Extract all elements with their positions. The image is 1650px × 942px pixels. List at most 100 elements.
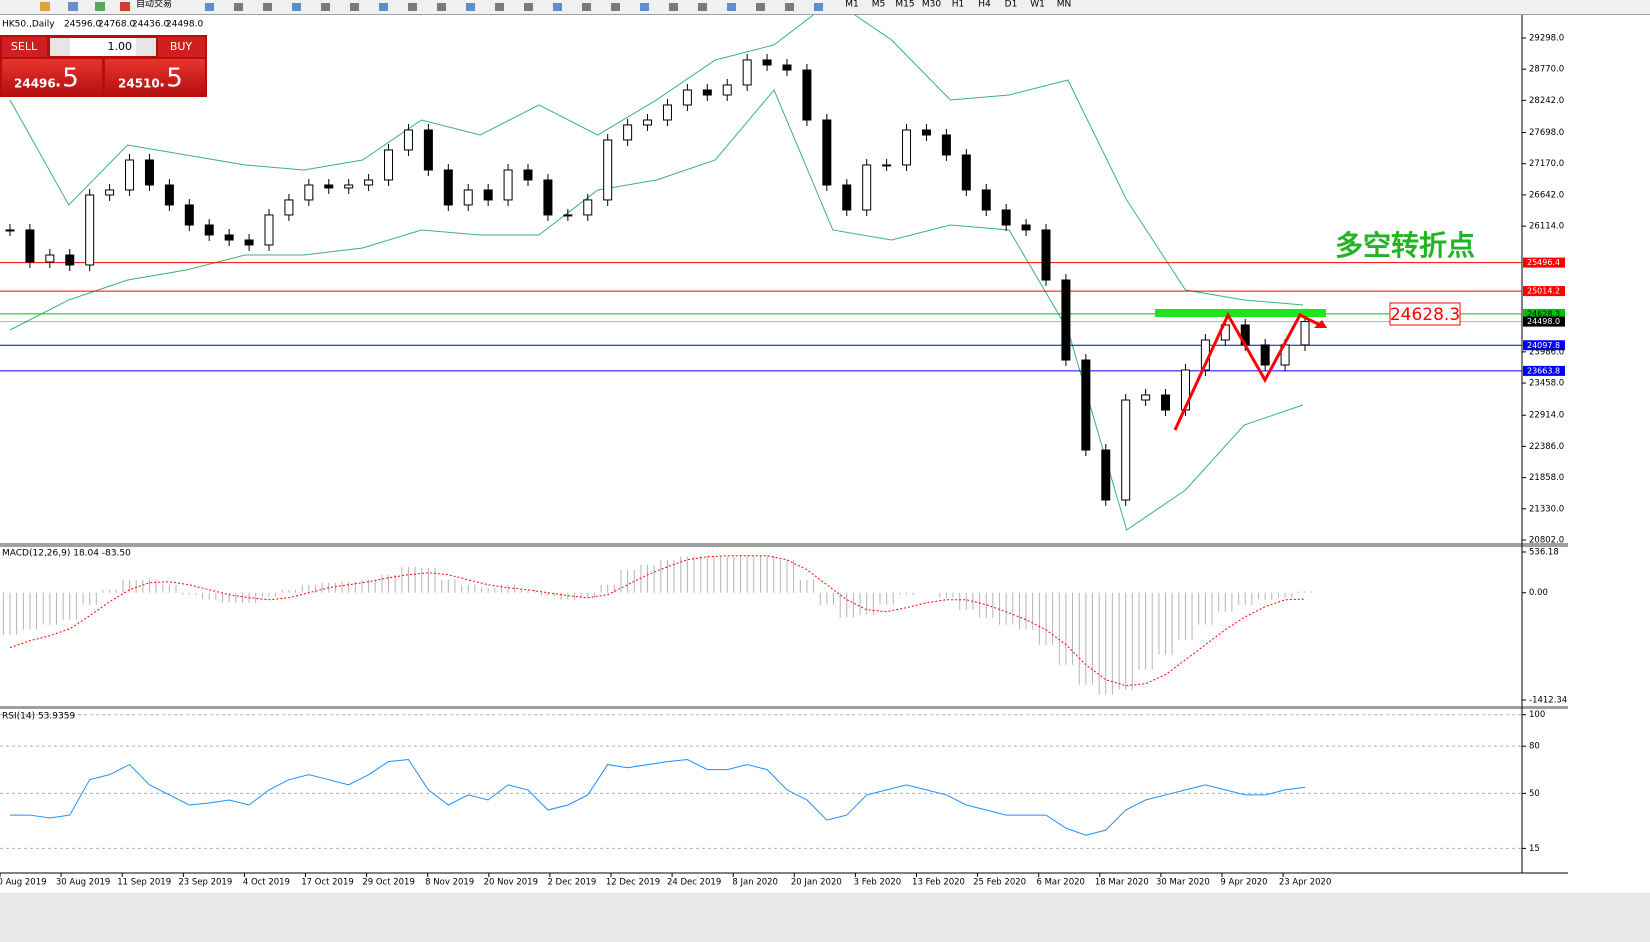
candle [45,254,55,263]
period-button[interactable]: M5 [872,0,886,10]
x-tick-label: 29 Oct 2019 [362,878,415,888]
candle [364,179,374,186]
candle [662,104,672,121]
y-tick-label: 21858.0 [1529,473,1564,483]
x-tick-label: 13 Feb 2020 [912,878,965,888]
tool-icon[interactable] [553,3,562,11]
tool-icon[interactable] [408,3,417,11]
tool-icon[interactable] [785,3,794,11]
x-tick-label: 20 Jan 2020 [791,878,842,888]
candle [643,119,653,126]
period-button[interactable]: MN [1057,0,1072,10]
icon[interactable] [68,2,78,11]
bollinger-band [9,15,1304,306]
icon[interactable] [40,2,50,11]
tool-icon[interactable] [379,3,388,11]
lot-value[interactable]: 1.00 [108,40,133,53]
tool-icon[interactable] [437,3,446,11]
icon[interactable] [95,2,105,11]
x-tick-label: 3 Feb 2020 [854,878,902,888]
x-tick-label: 30 Mar 2020 [1156,878,1210,888]
sell-label[interactable]: SELL [11,40,38,53]
tool-icon[interactable] [263,3,272,11]
y-tick-label: 20802.0 [1529,535,1564,545]
candle [403,129,413,151]
period-button[interactable]: M15 [895,0,914,10]
y-tick-label: 26642.0 [1529,190,1564,200]
candle [1161,394,1171,411]
period-button[interactable]: H4 [978,0,991,10]
tool-icon[interactable] [205,3,214,11]
candle [264,214,274,246]
lot-input[interactable] [70,38,136,56]
tool-icon[interactable] [321,3,330,11]
candle [802,69,812,121]
candle [1041,229,1051,281]
period-button[interactable]: H1 [952,0,965,10]
rsi-line [10,759,1306,836]
tool-icon[interactable] [611,3,620,11]
buy-price-box[interactable] [105,59,205,96]
sell-price-box[interactable] [2,59,102,96]
signal-line [9,555,1306,687]
candle [1260,344,1270,366]
level-tag [1523,308,1565,319]
level-tag [1523,365,1565,376]
axes: 25496.425014.224628.324498.024097.823663… [0,33,1567,888]
y-tick-label: 28770.0 [1529,65,1564,75]
y-tick-label: 15 [1529,844,1540,854]
level-tag [1523,257,1565,268]
tool-icon[interactable] [727,3,736,11]
rsi-title: RSI(14) 53.9359 [2,712,75,722]
toolbar-label[interactable]: 自动交易 [136,0,172,10]
buy-price-frac[interactable]: .5 [158,64,183,94]
y-tick-label: 22914.0 [1529,411,1564,421]
divider [0,14,1650,15]
period-button[interactable]: M30 [922,0,941,10]
candle [344,184,354,189]
toolbar-icons [205,3,823,11]
candle [1101,449,1111,501]
sell-price[interactable]: 24496 [14,77,56,91]
candle [921,129,931,136]
x-tick-label: 11 Sep 2019 [117,878,171,888]
zigzag [1173,311,1323,431]
buy-label[interactable]: BUY [170,40,193,53]
level-tag-text: 24628.3 [1527,309,1560,318]
header-value: 24596.0 [64,20,101,30]
lot-up[interactable] [136,38,156,56]
tool-icon[interactable] [582,3,591,11]
tool-icon[interactable] [350,3,359,11]
period-button[interactable]: M1 [845,0,859,10]
buy-price[interactable]: 24510 [118,77,160,91]
tool-icon[interactable] [698,3,707,11]
candle [543,179,553,216]
buy-button[interactable] [158,37,205,57]
tool-icon[interactable] [814,3,823,11]
tool-icon[interactable] [234,3,243,11]
y-tick-label: 23986.0 [1529,347,1564,357]
level-tag-text: 25496.4 [1527,258,1560,267]
x-tick-label: 9 Apr 2020 [1220,878,1267,888]
period-button[interactable]: W1 [1030,0,1045,10]
x-tick-label: 12 Dec 2019 [606,878,660,888]
x-tick-label: 4 Oct 2019 [243,878,290,888]
tool-icon[interactable] [466,3,475,11]
tool-icon[interactable] [756,3,765,11]
candle [443,169,453,206]
y-tick-label: 26114.0 [1529,222,1564,232]
tool-icon[interactable] [669,3,678,11]
lot-down[interactable] [50,38,70,56]
sell-button[interactable] [2,37,47,57]
icon[interactable] [120,2,130,11]
macd-title: MACD(12,26,9) 18.04 -83.50 [2,549,131,559]
tool-icon[interactable] [292,3,301,11]
y-tick-label: 21330.0 [1529,504,1564,514]
sell-price-frac[interactable]: .5 [54,64,79,94]
x-tick-label: 8 Nov 2019 [425,878,474,888]
panel-divider [0,706,1568,709]
tool-icon[interactable] [640,3,649,11]
period-button[interactable]: D1 [1005,0,1018,10]
tool-icon[interactable] [524,3,533,11]
tool-icon[interactable] [495,3,504,11]
